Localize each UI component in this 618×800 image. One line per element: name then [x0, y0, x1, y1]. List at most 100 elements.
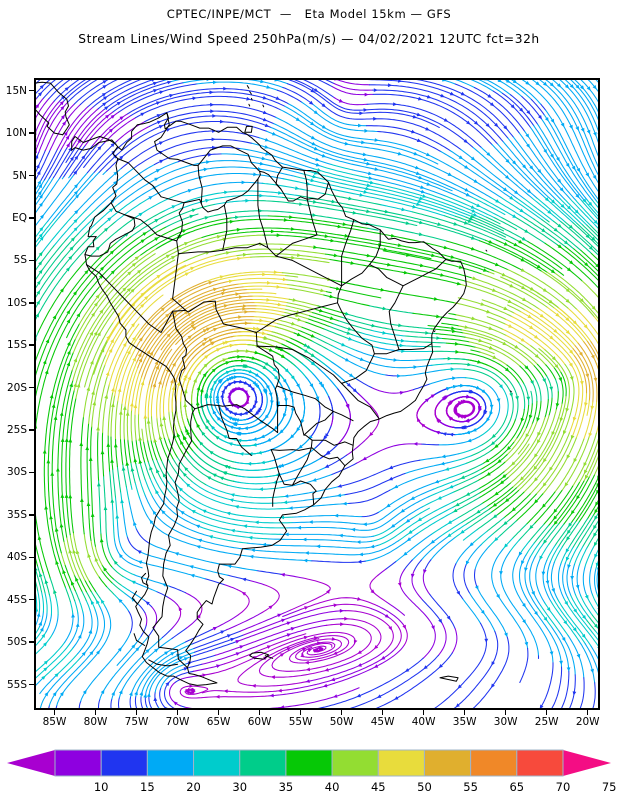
streamline-segment — [63, 78, 95, 102]
streamline-arrowhead — [154, 360, 159, 366]
streamline-segment — [112, 82, 184, 113]
streamline-segment — [144, 384, 150, 418]
streamline-arrowhead — [262, 272, 267, 277]
coastline-path — [510, 390, 512, 393]
streamline-arrowhead — [476, 203, 481, 207]
streamline-arrowhead — [401, 349, 406, 353]
streamline-arrowhead — [551, 431, 555, 436]
streamline-segment — [543, 114, 598, 202]
streamline-arrowhead — [366, 253, 371, 258]
coastline-path — [276, 385, 354, 422]
streamline-segment — [519, 365, 533, 383]
streamline-segment — [507, 304, 522, 313]
streamline-segment — [275, 116, 481, 198]
streamline-arrowhead — [125, 461, 130, 466]
streamline-segment — [581, 280, 600, 301]
streamline-arrowhead — [374, 138, 379, 142]
streamline-arrowhead — [412, 204, 417, 209]
streamline-segment — [593, 568, 598, 595]
streamline-arrowhead — [320, 288, 325, 293]
streamline-segment — [106, 264, 187, 341]
streamline-arrowhead — [447, 356, 452, 361]
streamline-arrowhead — [44, 579, 49, 584]
streamline-segment — [561, 521, 580, 548]
streamline-arrowhead — [110, 270, 116, 275]
streamline-arrowhead — [173, 701, 178, 706]
streamline-segment — [161, 628, 173, 639]
streamline-arrowhead — [310, 178, 315, 183]
streamline-segment — [506, 364, 525, 385]
colorbar-tick-label: 65 — [509, 780, 525, 794]
x-axis-label: 70W — [165, 716, 190, 728]
streamline-arrowhead — [228, 398, 232, 403]
streamline-arrowhead — [203, 337, 208, 342]
streamline-arrowhead — [511, 507, 516, 512]
streamline-arrowhead — [393, 484, 399, 489]
streamline-segment — [137, 413, 141, 440]
streamline-segment — [63, 540, 75, 576]
streamline-arrowhead — [182, 376, 187, 381]
streamline-arrowhead — [576, 167, 581, 173]
streamline-segment — [43, 323, 81, 588]
streamline-arrowhead — [570, 510, 575, 515]
streamline-segment — [271, 623, 372, 672]
streamline-segment — [184, 456, 229, 486]
coastline-path — [131, 590, 138, 605]
streamline-arrowhead — [109, 250, 115, 255]
streamline-arrowhead — [567, 564, 571, 569]
streamline-arrowhead — [202, 673, 207, 678]
streamline-arrowhead — [318, 381, 323, 386]
streamline-segment — [367, 227, 379, 231]
streamline-segment — [516, 197, 548, 221]
streamline-arrowhead — [436, 314, 441, 319]
streamline-arrowhead — [311, 141, 317, 146]
streamline-arrowhead — [232, 412, 238, 417]
streamline-arrowhead — [419, 196, 424, 201]
streamline-segment — [593, 460, 600, 476]
streamline-arrowhead — [553, 508, 558, 514]
streamline-segment — [92, 78, 146, 108]
streamline-segment — [138, 496, 312, 562]
streamline-arrowhead — [417, 96, 423, 101]
streamline-arrowhead — [292, 298, 297, 302]
streamline-segment — [66, 536, 81, 579]
streamline-segment — [583, 199, 600, 220]
chart-subtitle: Stream Lines/Wind Speed 250hPa(m/s) — 04… — [78, 32, 540, 46]
streamline-arrowhead — [421, 423, 426, 428]
streamline-arrowhead — [229, 498, 234, 503]
streamline-segment — [536, 197, 566, 223]
streamline-arrowhead — [110, 338, 114, 344]
streamline-segment — [134, 138, 253, 169]
coastline-path — [485, 249, 488, 252]
streamline-arrowhead — [348, 336, 353, 341]
streamline-segment — [118, 160, 303, 205]
streamline-segment — [591, 682, 596, 710]
streamline-segment — [513, 312, 584, 438]
streamline-segment — [524, 556, 539, 610]
streamline-segment — [352, 334, 426, 348]
streamline-arrowhead — [243, 426, 248, 431]
streamline-arrowhead — [97, 331, 101, 337]
colorbar: 10 15 20 30 35 40 45 50 55 65 70 75 — [0, 744, 618, 800]
streamline-arrowhead — [403, 270, 409, 275]
streamline-segment — [163, 190, 300, 212]
streamline-arrowhead — [170, 379, 174, 384]
streamline-arrowhead — [509, 195, 514, 200]
streamline-arrowhead — [358, 552, 363, 557]
streamline-arrowhead — [492, 288, 497, 292]
x-axis-label: 80W — [83, 716, 108, 728]
streamline-arrowhead — [533, 465, 538, 471]
streamline-arrowhead — [59, 411, 64, 416]
y-axis-tick — [29, 174, 34, 177]
streamline-segment — [159, 687, 167, 710]
streamline-segment — [123, 405, 126, 440]
streamline-arrowhead — [291, 408, 295, 413]
streamline-arrowhead — [480, 302, 485, 306]
streamline-segment — [589, 566, 594, 596]
streamline-arrowhead — [491, 661, 495, 666]
streamline-segment — [566, 565, 572, 597]
streamline-segment — [430, 516, 460, 535]
y-axis-tick — [29, 302, 34, 304]
streamline-arrowhead — [116, 312, 121, 317]
streamline-arrowhead — [60, 493, 65, 498]
